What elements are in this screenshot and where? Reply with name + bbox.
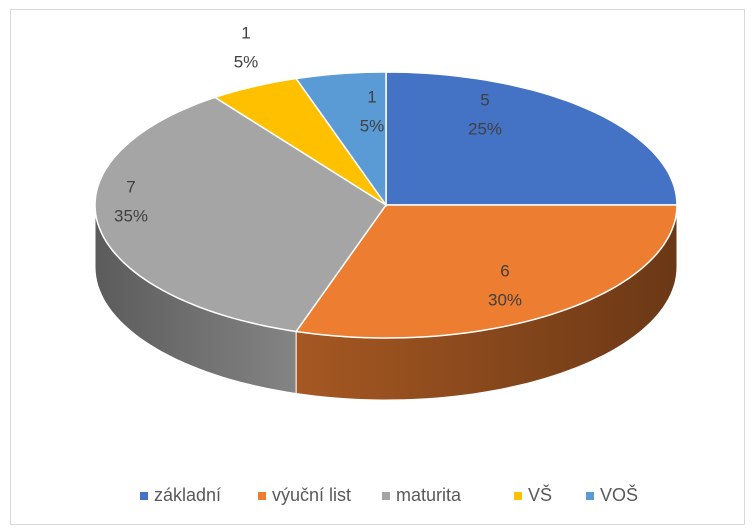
pie-slice xyxy=(294,204,678,339)
legend-label: VOŠ xyxy=(600,484,638,505)
data-label-value: 7 xyxy=(126,177,135,196)
pie-slice xyxy=(294,71,387,208)
data-label-value: 1 xyxy=(241,23,250,42)
data-label-value: 5 xyxy=(480,90,489,109)
legend-label: VŠ xyxy=(528,484,552,505)
data-label-percent: 25% xyxy=(468,119,502,138)
data-label-value: 1 xyxy=(367,87,376,106)
legend-label: výuční list xyxy=(272,485,351,505)
legend-swatch xyxy=(140,492,148,500)
data-label-value: 6 xyxy=(500,261,509,280)
data-label-percent: 30% xyxy=(488,290,522,309)
legend-label: základní xyxy=(154,485,221,505)
pie-slice xyxy=(94,96,388,333)
data-label-percent: 35% xyxy=(114,206,148,225)
legend-swatch xyxy=(382,492,390,500)
data-label-percent: 5% xyxy=(234,52,259,71)
legend-label: maturita xyxy=(396,485,462,505)
legend-swatch xyxy=(514,492,522,500)
pie-slice xyxy=(385,71,678,206)
legend-swatch xyxy=(258,492,266,500)
legend-swatch xyxy=(586,492,594,500)
pie-slice xyxy=(213,77,387,206)
data-label-percent: 5% xyxy=(360,116,385,135)
